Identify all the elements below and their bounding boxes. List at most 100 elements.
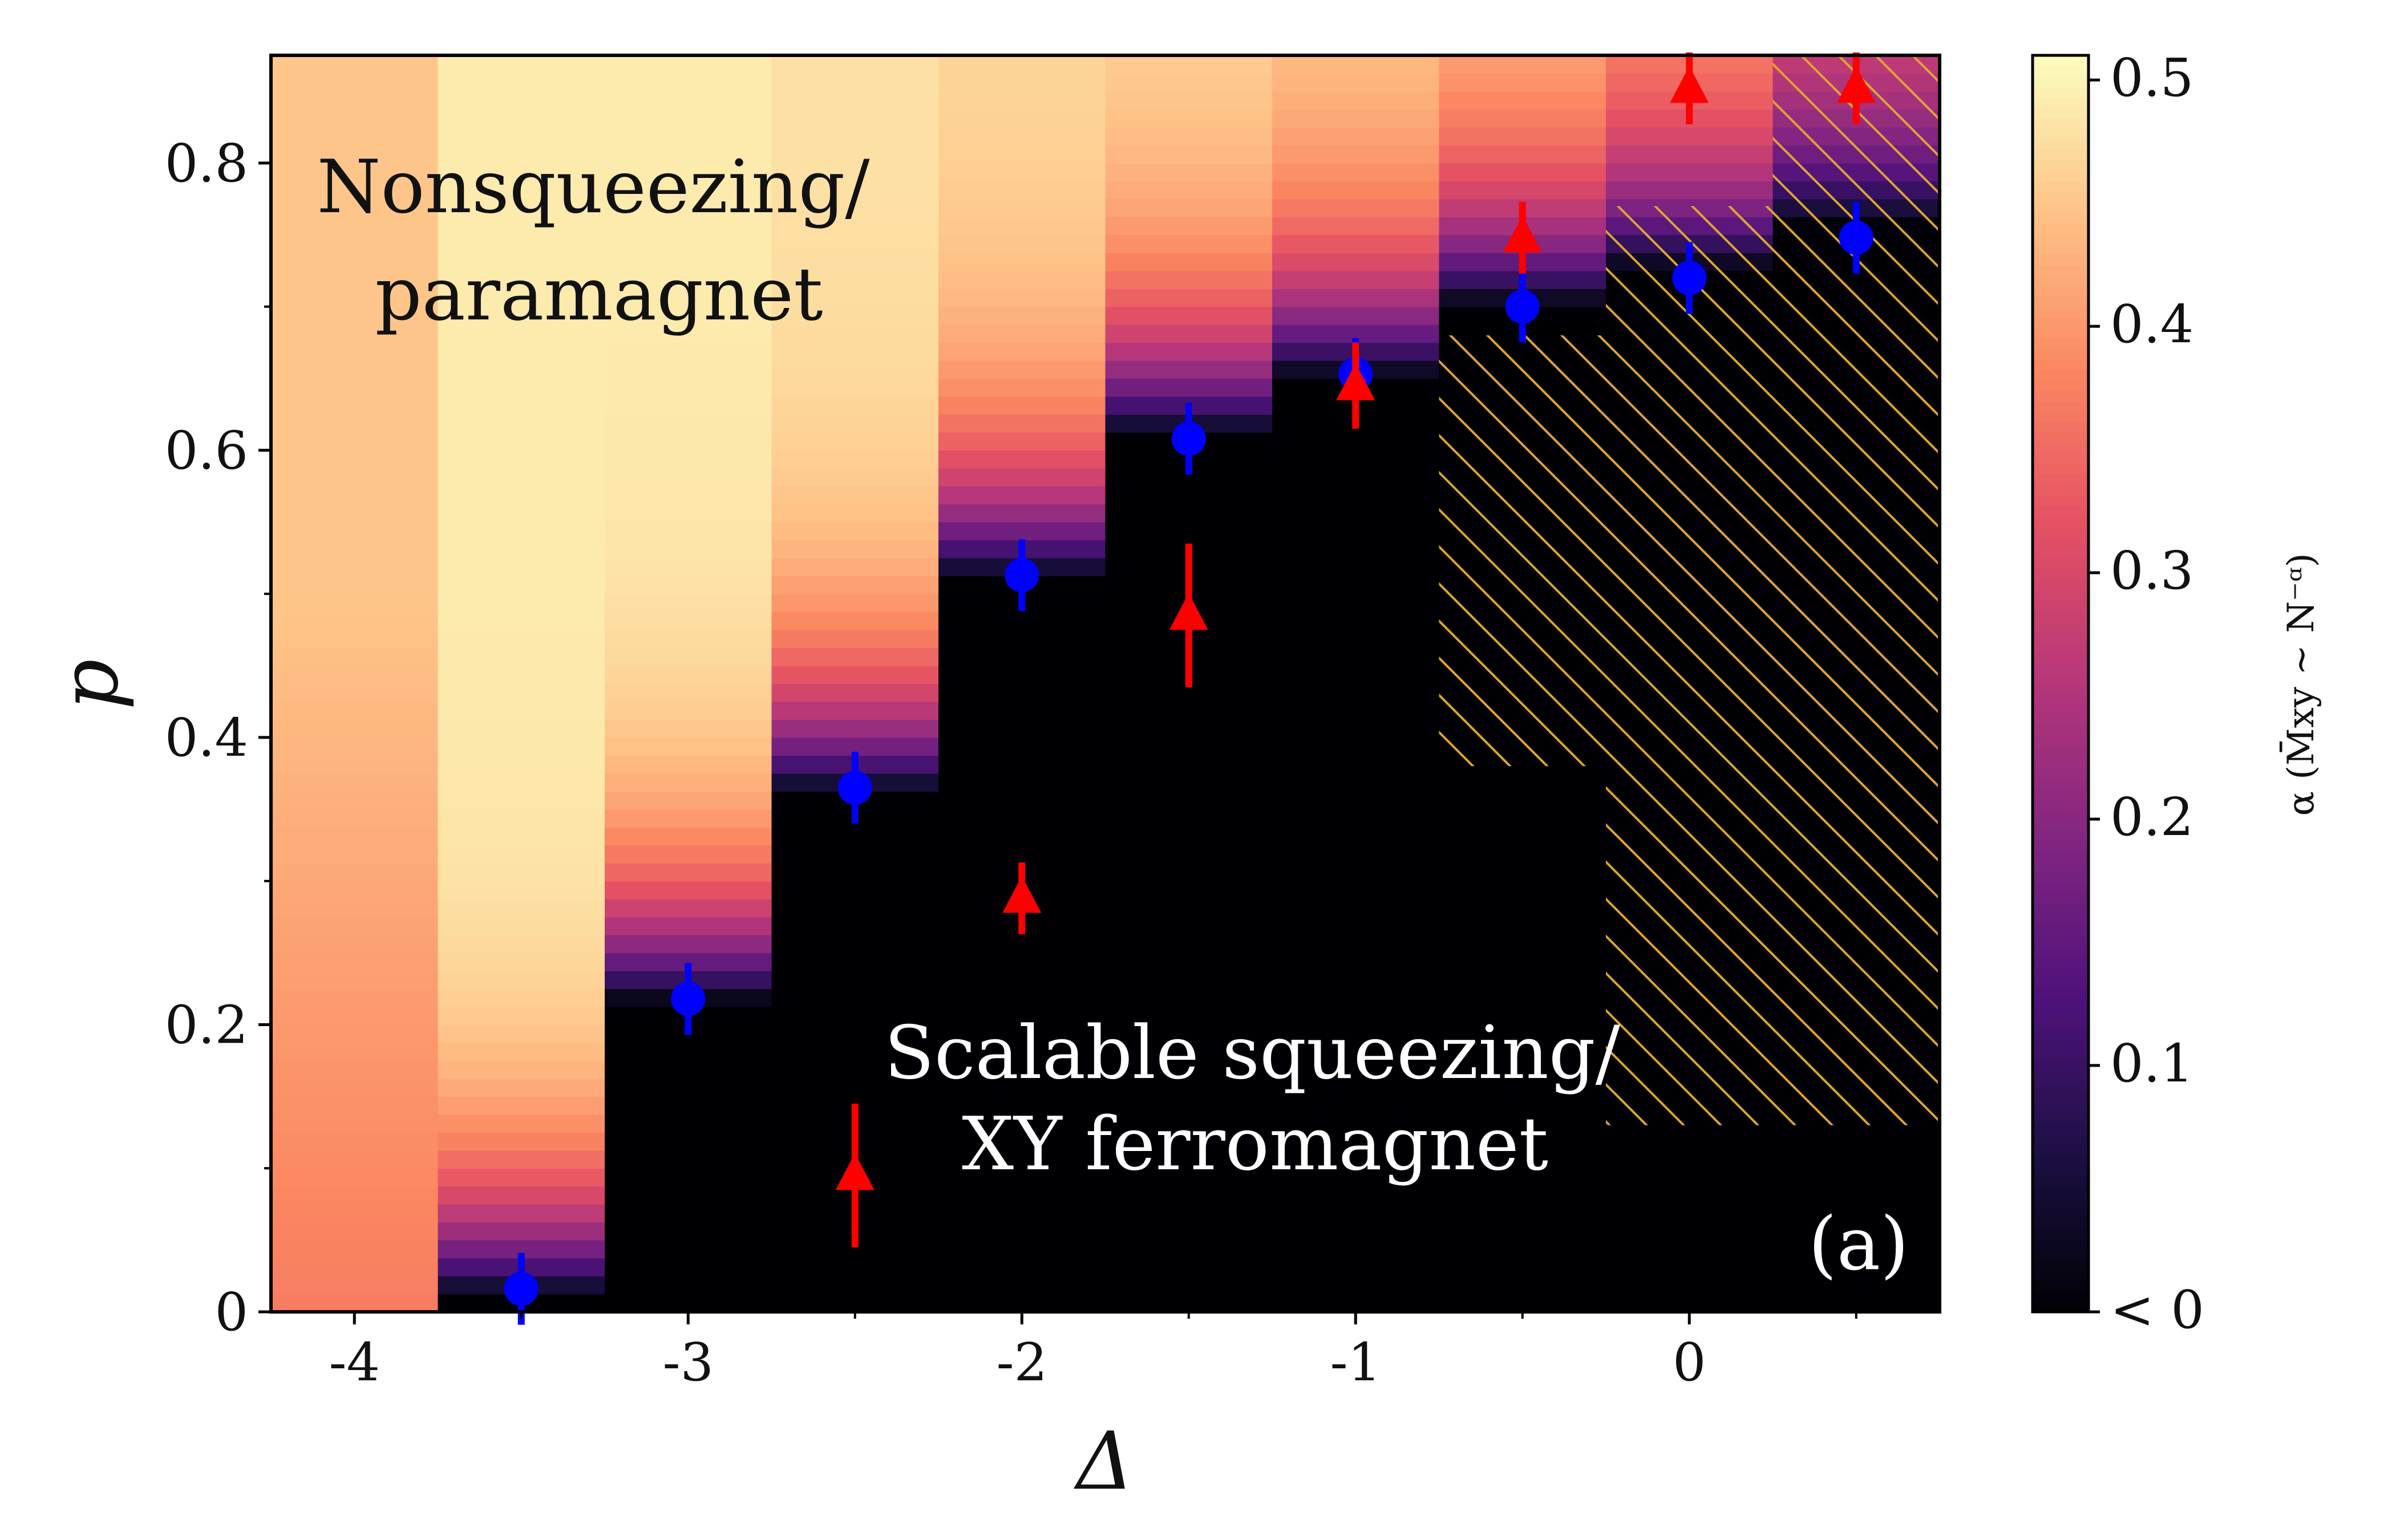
colorbar-segment (2033, 390, 2089, 402)
heatmap-cell (271, 127, 439, 145)
heatmap-cell (605, 450, 772, 469)
heatmap-cell (1272, 1240, 1440, 1259)
heatmap-cell (1439, 1168, 1606, 1187)
heatmap-cell (438, 1042, 605, 1061)
heatmap-cell (605, 755, 772, 774)
heatmap-cell (271, 1150, 439, 1169)
heatmap-cell (771, 881, 939, 899)
heatmap-cell (771, 234, 939, 253)
heatmap-cell (938, 109, 1106, 128)
colorbar-segment (2033, 1249, 2089, 1261)
colorbar-segment (2033, 945, 2089, 957)
heatmap-cell (1272, 1258, 1440, 1276)
heatmap-cell (605, 289, 772, 307)
heatmap-cell (938, 1186, 1106, 1205)
heatmap-cell (438, 1007, 605, 1026)
heatmap-cell (271, 91, 439, 110)
annotation-ferromagnet-line2: XY ferromagnet (962, 1102, 1548, 1187)
heatmap-cell (1105, 881, 1273, 899)
heatmap-cell (938, 127, 1106, 145)
heatmap-cell (271, 881, 439, 899)
colorbar-segment (2033, 893, 2089, 904)
heatmap-cell (438, 486, 605, 505)
colorbar-segment (2033, 76, 2089, 87)
heatmap-cell (1105, 755, 1273, 774)
heatmap-cell (1272, 1007, 1440, 1026)
heatmap-cell (1772, 1168, 1940, 1187)
data-point-circle (1672, 261, 1707, 295)
heatmap-cell (1439, 809, 1606, 828)
heatmap-cell (1606, 1204, 1774, 1223)
heatmap-cell (1439, 917, 1606, 935)
heatmap-cell (1272, 863, 1440, 882)
heatmap-cell (271, 325, 439, 343)
heatmap-cell (1272, 1150, 1440, 1169)
heatmap-cell (605, 181, 772, 200)
colorbar-tick-label: < 0 (2110, 1279, 2204, 1340)
heatmap-cell (1272, 504, 1440, 522)
heatmap-cell (1439, 91, 1606, 110)
heatmap-cell (771, 360, 939, 379)
heatmap-cell (1439, 1276, 1606, 1295)
heatmap-cell (605, 1042, 772, 1061)
heatmap-cell (438, 881, 605, 899)
heatmap-cell (1272, 1132, 1440, 1151)
heatmap-cell (605, 611, 772, 630)
heatmap-cell (271, 1042, 439, 1061)
heatmap-cell (605, 504, 772, 522)
heatmap-cell (1272, 270, 1440, 289)
heatmap-cell (438, 306, 605, 325)
heatmap-cell (1606, 1168, 1774, 1187)
heatmap-cell (1439, 899, 1606, 918)
heatmap-cell (1105, 234, 1273, 253)
heatmap-cell (605, 522, 772, 541)
heatmap-cell (771, 666, 939, 684)
x-tick-label: -3 (662, 1332, 714, 1393)
heatmap-cell (938, 755, 1106, 774)
heatmap-column (771, 55, 939, 1312)
heatmap-cell (771, 719, 939, 738)
heatmap-cell (438, 234, 605, 253)
heatmap-cell (1272, 647, 1440, 666)
colorbar-segment (2033, 149, 2089, 161)
heatmap-cell (271, 809, 439, 828)
heatmap-cell (1105, 737, 1273, 756)
colorbar-segment (2033, 453, 2089, 464)
heatmap-cell (938, 198, 1106, 217)
heatmap-cell (1439, 1024, 1606, 1043)
heatmap-cell (938, 270, 1106, 289)
heatmap-cell (271, 1168, 439, 1187)
heatmap-cell (1606, 1240, 1774, 1259)
y-tick-label: 0.6 (165, 420, 248, 481)
heatmap-cell (1272, 737, 1440, 756)
heatmap-cell (605, 234, 772, 253)
heatmap-cell (438, 1222, 605, 1241)
heatmap-cell (605, 145, 772, 164)
heatmap-cell (605, 1168, 772, 1187)
heatmap-cell (1439, 1114, 1606, 1133)
colorbar-segment (2033, 537, 2089, 548)
colorbar-segment (2033, 882, 2089, 894)
heatmap-cell (1105, 1132, 1273, 1151)
heatmap-cell (1105, 1150, 1273, 1169)
heatmap-cell (1105, 217, 1273, 236)
data-point-triangle (1503, 215, 1542, 253)
heatmap-cell (1439, 73, 1606, 92)
heatmap-cell (271, 468, 439, 487)
heatmap-cell (938, 1294, 1106, 1312)
heatmap-cell (271, 1186, 439, 1205)
colorbar-segment (2033, 265, 2089, 276)
heatmap-cell (438, 1060, 605, 1079)
heatmap-cell (438, 737, 605, 756)
heatmap-cell (938, 253, 1106, 271)
heatmap-cell (938, 971, 1106, 990)
heatmap-cell (771, 647, 939, 666)
colorbar-segment (2033, 505, 2089, 517)
heatmap-cell (438, 325, 605, 343)
heatmap-cell (1272, 1222, 1440, 1241)
heatmap-cell (938, 181, 1106, 200)
heatmap-cell (1272, 145, 1440, 164)
colorbar-segment (2033, 631, 2089, 642)
colorbar-segment (2033, 66, 2089, 77)
heatmap-cell (1272, 468, 1440, 487)
